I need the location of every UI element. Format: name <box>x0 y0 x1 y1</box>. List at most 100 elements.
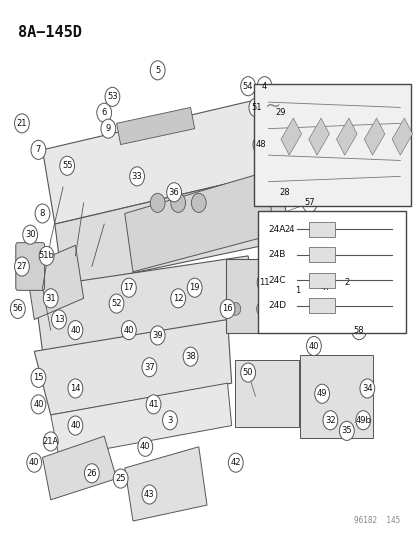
Text: 17: 17 <box>123 283 134 292</box>
Text: 54: 54 <box>242 82 253 91</box>
Text: 51b: 51b <box>38 252 55 261</box>
Circle shape <box>240 77 255 96</box>
Circle shape <box>333 303 343 316</box>
Circle shape <box>14 114 29 133</box>
Circle shape <box>166 183 181 202</box>
Circle shape <box>314 384 329 403</box>
Text: 39: 39 <box>152 331 163 340</box>
Text: 5: 5 <box>154 66 160 75</box>
FancyBboxPatch shape <box>308 273 335 288</box>
Text: 19: 19 <box>189 283 199 292</box>
Circle shape <box>171 289 185 308</box>
Circle shape <box>306 336 320 356</box>
Text: 11: 11 <box>259 278 269 287</box>
Circle shape <box>68 379 83 398</box>
Circle shape <box>109 294 123 313</box>
Circle shape <box>355 411 370 430</box>
Text: 21: 21 <box>17 119 27 128</box>
Text: 40: 40 <box>140 442 150 451</box>
FancyBboxPatch shape <box>308 298 335 313</box>
Text: 40: 40 <box>70 421 81 430</box>
Circle shape <box>129 167 144 186</box>
Text: 43: 43 <box>144 490 154 499</box>
Text: 40: 40 <box>33 400 43 409</box>
Circle shape <box>68 320 83 340</box>
Circle shape <box>150 326 165 345</box>
Text: 56: 56 <box>12 304 23 313</box>
Circle shape <box>101 119 115 138</box>
Circle shape <box>27 453 42 472</box>
Circle shape <box>113 469 128 488</box>
Circle shape <box>220 300 235 318</box>
Text: 27: 27 <box>17 262 27 271</box>
Text: 8: 8 <box>40 209 45 218</box>
Text: 3: 3 <box>167 416 172 425</box>
Circle shape <box>31 368 46 387</box>
Text: 29: 29 <box>275 108 285 117</box>
Text: 16: 16 <box>222 304 232 313</box>
Text: 2: 2 <box>343 278 349 287</box>
Circle shape <box>322 411 337 430</box>
Circle shape <box>39 246 54 265</box>
Circle shape <box>23 225 38 244</box>
Circle shape <box>240 363 255 382</box>
Circle shape <box>281 220 296 239</box>
Text: 41: 41 <box>148 400 159 409</box>
Circle shape <box>31 395 46 414</box>
Text: 32: 32 <box>324 416 335 425</box>
Text: 47: 47 <box>320 283 331 292</box>
Polygon shape <box>34 319 231 415</box>
Circle shape <box>121 278 136 297</box>
Circle shape <box>230 303 240 316</box>
Text: 24A: 24A <box>268 225 285 234</box>
Circle shape <box>187 278 202 297</box>
Circle shape <box>248 98 263 117</box>
Text: 28: 28 <box>279 188 290 197</box>
Circle shape <box>282 303 292 316</box>
Polygon shape <box>308 118 329 155</box>
FancyBboxPatch shape <box>225 259 352 333</box>
Circle shape <box>191 193 206 213</box>
Text: 36: 36 <box>169 188 179 197</box>
Circle shape <box>68 416 83 435</box>
Text: 24C: 24C <box>268 276 285 285</box>
Text: 33: 33 <box>131 172 142 181</box>
Text: 26: 26 <box>86 469 97 478</box>
Text: 52: 52 <box>111 299 121 308</box>
Circle shape <box>359 379 374 398</box>
Circle shape <box>290 281 304 300</box>
Polygon shape <box>336 118 356 155</box>
Text: 8A−145D: 8A−145D <box>18 25 81 41</box>
Circle shape <box>228 453 242 472</box>
Circle shape <box>43 432 58 451</box>
Polygon shape <box>116 108 194 144</box>
Circle shape <box>59 156 74 175</box>
Circle shape <box>43 289 58 308</box>
Polygon shape <box>43 97 289 224</box>
Polygon shape <box>124 171 272 272</box>
Text: 49: 49 <box>316 389 327 398</box>
Text: 4: 4 <box>261 82 266 91</box>
Circle shape <box>105 87 119 107</box>
Text: 34: 34 <box>361 384 372 393</box>
Circle shape <box>84 464 99 483</box>
Circle shape <box>14 257 29 276</box>
Circle shape <box>150 61 165 80</box>
Circle shape <box>35 204 50 223</box>
Circle shape <box>52 310 66 329</box>
Text: 25: 25 <box>115 474 126 483</box>
Text: 35: 35 <box>341 426 351 435</box>
Circle shape <box>339 273 354 292</box>
Circle shape <box>256 77 271 96</box>
Circle shape <box>277 183 292 202</box>
Text: 53: 53 <box>107 92 117 101</box>
FancyBboxPatch shape <box>308 222 335 237</box>
Polygon shape <box>51 383 231 457</box>
Text: 6: 6 <box>101 108 107 117</box>
FancyBboxPatch shape <box>234 360 298 427</box>
Text: 21A: 21A <box>43 437 59 446</box>
Text: 38: 38 <box>185 352 195 361</box>
Circle shape <box>339 421 354 440</box>
Circle shape <box>97 103 112 122</box>
Circle shape <box>142 358 157 377</box>
